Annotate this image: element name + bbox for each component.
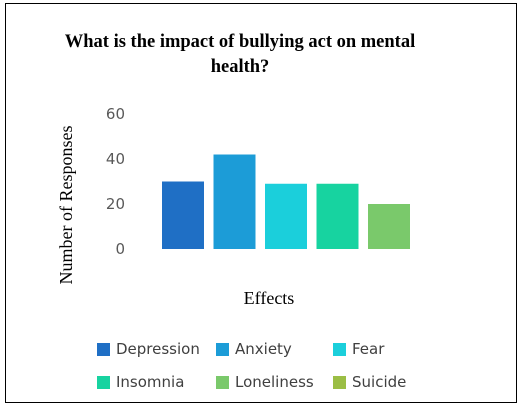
bars (162, 154, 410, 249)
x-axis-label: Effects (244, 288, 295, 308)
y-tick-label: 60 (106, 105, 125, 123)
y-tick-label: 40 (106, 150, 125, 168)
bar-depression (162, 181, 204, 249)
y-axis-ticks: 0 20 40 60 (106, 105, 125, 258)
chart-title: What is the impact of bullying act on me… (64, 32, 416, 77)
y-tick-label: 20 (106, 195, 125, 213)
bar-loneliness (368, 204, 410, 249)
chart-frame (5, 3, 517, 403)
y-axis-label: Number of Responses (56, 126, 76, 285)
bar-fear (265, 183, 307, 249)
y-tick-label: 0 (115, 240, 125, 258)
bar-insomnia (316, 183, 359, 249)
bar-anxiety (213, 154, 256, 249)
